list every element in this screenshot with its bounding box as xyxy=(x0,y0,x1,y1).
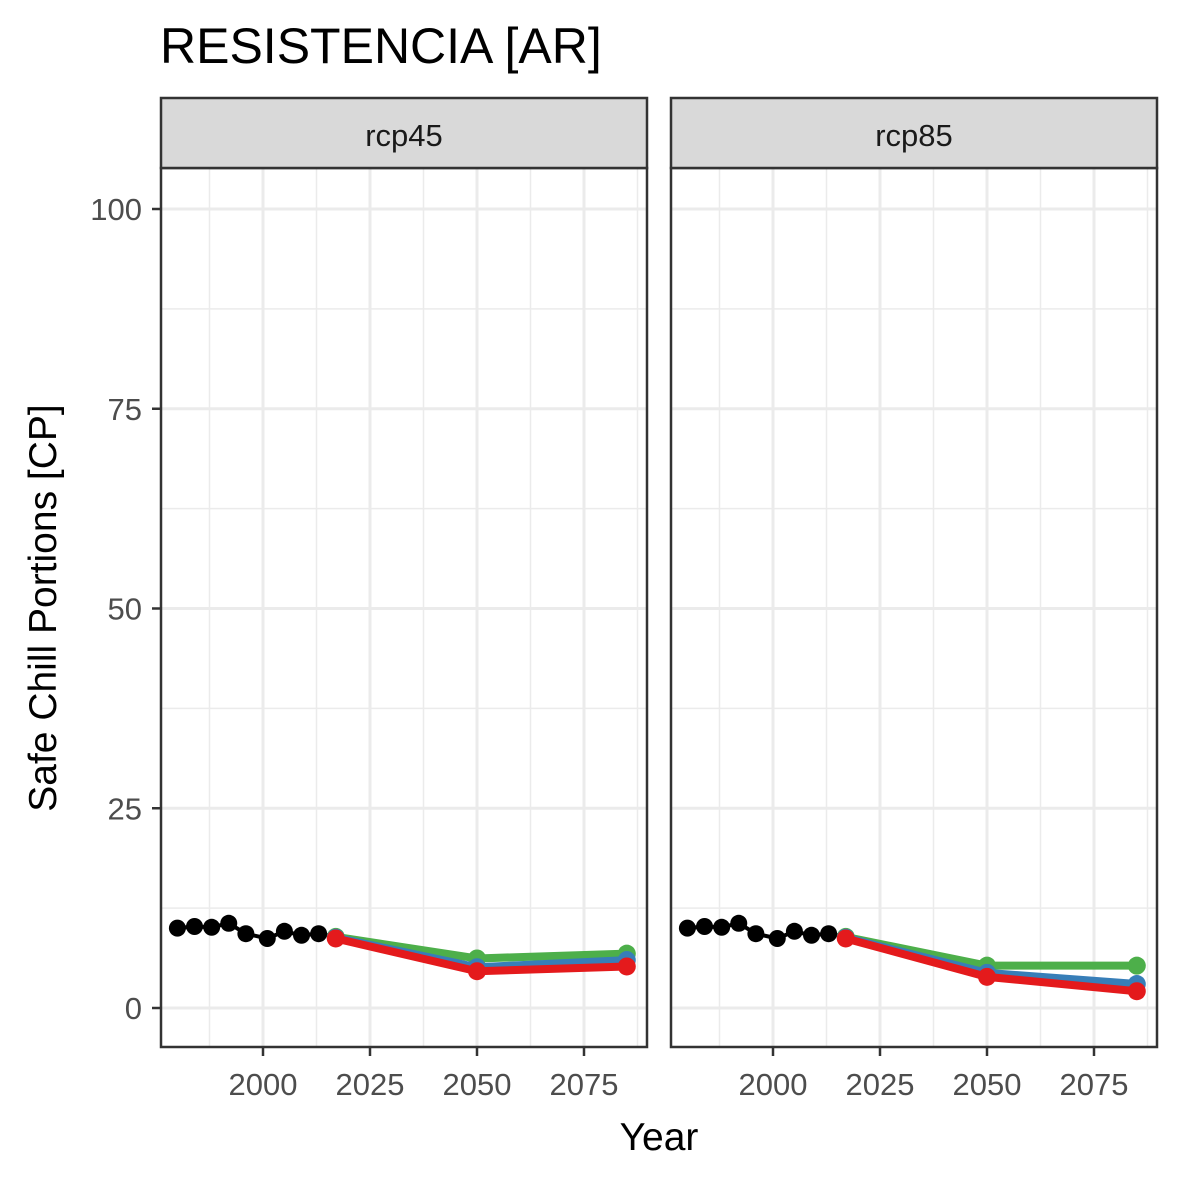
series-point-red xyxy=(326,929,345,948)
historic-point xyxy=(803,926,821,944)
x-tick-label: 2025 xyxy=(846,1067,915,1102)
historic-point xyxy=(220,914,238,932)
x-tick-label: 2000 xyxy=(739,1067,808,1102)
historic-point xyxy=(730,914,748,932)
historic-line xyxy=(687,921,847,941)
x-tick-label: 2025 xyxy=(336,1067,405,1102)
x-axis-title: Year xyxy=(620,1116,699,1159)
x-tick-label: 2050 xyxy=(443,1067,512,1102)
historic-point xyxy=(696,918,714,936)
chart-title: RESISTENCIA [AR] xyxy=(160,18,602,74)
y-axis-title: Safe Chill Portions [CP] xyxy=(22,404,65,812)
historic-point xyxy=(713,918,731,936)
historic-point xyxy=(258,929,276,947)
y-tick-label: 100 xyxy=(90,192,142,227)
facet-strip xyxy=(669,96,1159,170)
x-tick-label: 2075 xyxy=(550,1067,619,1102)
panel-rcp85: rcp85 2000 2025 2050 2075 xyxy=(669,96,1159,1102)
historic-point xyxy=(237,925,255,943)
historic-point xyxy=(186,918,204,936)
x-tick-label: 2050 xyxy=(953,1067,1022,1102)
y-tick-label: 75 xyxy=(108,392,142,427)
historic-point xyxy=(310,925,328,943)
historic-point xyxy=(768,929,786,947)
historic-point xyxy=(275,922,293,940)
historic-point xyxy=(293,926,311,944)
facet-strip-label: rcp45 xyxy=(365,118,443,153)
series-point-red xyxy=(836,929,855,948)
historic-point xyxy=(203,918,221,936)
series-point-red xyxy=(617,957,636,976)
series-point-red xyxy=(978,967,996,986)
historic-line xyxy=(177,921,337,941)
historic-point xyxy=(820,925,838,943)
facet-strip xyxy=(159,96,649,170)
y-tick-label: 50 xyxy=(108,592,142,627)
facet-strip-label: rcp85 xyxy=(875,118,953,153)
y-tick-label: 0 xyxy=(125,991,142,1026)
series-point-red xyxy=(468,962,486,981)
historic-point xyxy=(678,919,696,937)
historic-point xyxy=(747,925,765,943)
series-point-green xyxy=(1127,956,1146,975)
x-tick-label: 2075 xyxy=(1060,1067,1129,1102)
panel-rcp45: rcp45 2000 2025 2050 2075 xyxy=(159,96,649,1102)
y-tick-label: 25 xyxy=(108,791,142,826)
y-axis: 0 25 50 75 100 xyxy=(90,192,161,1026)
x-tick-label: 2000 xyxy=(229,1067,298,1102)
series-point-red xyxy=(1127,982,1146,1001)
historic-point xyxy=(168,919,186,937)
historic-point xyxy=(785,922,803,940)
